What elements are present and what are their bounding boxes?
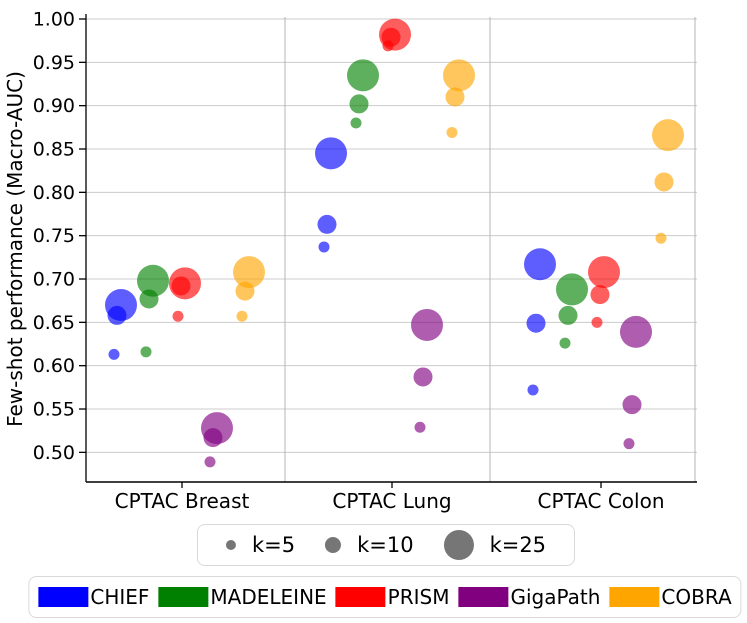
model-legend-label: CHIEF: [90, 585, 150, 609]
y-tick-label: 0.80: [33, 182, 75, 204]
model-legend-swatch-icon: [335, 587, 386, 607]
model-legend-label: COBRA: [661, 585, 732, 609]
model-legend-item: CHIEF: [38, 587, 149, 607]
y-tick-label: 0.95: [33, 52, 75, 74]
size-legend-item: k=25: [443, 530, 547, 560]
bubble-MADELEINE-k25: [137, 264, 169, 297]
bubble-MADELEINE-k5: [140, 346, 152, 358]
y-tick-label: 0.55: [33, 399, 75, 421]
bubble-COBRA-k5: [236, 310, 248, 322]
y-tick-label: 1.00: [33, 9, 75, 31]
bubble-CHIEF-k5: [108, 348, 120, 360]
size-legend-label: k=25: [489, 532, 547, 557]
bubble-GigaPath-k5: [414, 421, 426, 433]
x-tick-label: CPTAC Lung: [332, 489, 451, 513]
model-legend-swatch-icon: [458, 587, 509, 607]
bubble-COBRA-k25: [233, 256, 265, 289]
size-legend-item: k=10: [325, 532, 414, 557]
bubble-GigaPath-k25: [620, 315, 652, 348]
model-legend: CHIEF MADELEINE PRISM GigaPath COBRA: [28, 576, 742, 618]
bubble-PRISM-k5: [172, 310, 184, 322]
bubble-COBRA-k5: [655, 232, 667, 244]
model-legend-item: GigaPath: [458, 587, 600, 607]
bubble-COBRA-k10: [654, 172, 674, 192]
bubble-CHIEF-k25: [524, 248, 556, 281]
size-legend-dot-icon: [325, 537, 342, 553]
model-legend-swatch-icon: [38, 587, 89, 607]
y-tick-label: 0.85: [33, 139, 75, 161]
bubble-COBRA-k25: [652, 119, 684, 152]
bubble-COBRA-k25: [443, 59, 475, 92]
model-legend-item: PRISM: [335, 585, 450, 609]
size-legend-dot-icon: [443, 530, 474, 560]
scatter-plot: 0.50 0.55 0.60 0.65 0.70 0.75 0.80 0.85 0.90 0.95…: [3, 9, 697, 513]
bubble-CHIEF-k10: [107, 305, 127, 325]
bubble-GigaPath-k10: [622, 395, 642, 415]
bubble-GigaPath-k5: [204, 456, 216, 468]
bubble-MADELEINE-k25: [556, 273, 588, 306]
bubble-MADELEINE-k10: [349, 94, 369, 114]
bubble-PRISM-k10: [590, 285, 610, 305]
bubble-MADELEINE-k5: [350, 117, 362, 129]
bubble-PRISM-k5: [591, 316, 603, 328]
x-tick-label: CPTAC Colon: [537, 489, 664, 513]
y-tick-label: 0.50: [33, 442, 75, 464]
axes-layer: 0.50 0.55 0.60 0.65 0.70 0.75 0.80 0.85 0.90 0.95…: [33, 9, 697, 513]
model-legend-swatch-icon: [158, 587, 209, 607]
size-legend: k=5 k=10 k=25: [196, 524, 576, 566]
bubble-PRISM-k25: [588, 256, 620, 289]
model-legend-item: COBRA: [609, 585, 732, 609]
bubble-COBRA-k10: [235, 281, 255, 301]
bubble-GigaPath-k10: [203, 428, 223, 448]
bubble-MADELEINE-k10: [139, 289, 159, 309]
model-legend-label: MADELEINE: [210, 585, 327, 609]
bubble-PRISM-k5: [382, 40, 394, 52]
size-legend-dot-icon: [225, 540, 236, 550]
model-legend-swatch-icon: [609, 587, 660, 607]
bubble-CHIEF-k25: [315, 137, 347, 170]
bubble-COBRA-k10: [445, 87, 465, 107]
model-legend-label: PRISM: [387, 585, 450, 609]
bubble-MADELEINE-k25: [347, 59, 379, 92]
x-tick-label: CPTAC Breast: [115, 489, 250, 513]
y-tick-label: 0.90: [33, 95, 75, 117]
bubble-CHIEF-k10: [317, 214, 337, 234]
model-legend-item: MADELEINE: [158, 585, 327, 609]
size-legend-item: k=5: [225, 532, 296, 557]
y-tick-label: 0.65: [33, 312, 75, 334]
bubble-COBRA-k5: [446, 127, 458, 139]
bubble-GigaPath-k10: [413, 367, 433, 387]
bubble-GigaPath-k5: [623, 438, 635, 450]
bubble-CHIEF-k5: [527, 384, 539, 396]
y-tick-label: 0.75: [33, 225, 75, 247]
size-legend-label: k=10: [357, 532, 414, 557]
bubble-MADELEINE-k10: [558, 305, 578, 325]
bubble-MADELEINE-k5: [559, 337, 571, 349]
size-legend-label: k=5: [251, 532, 296, 557]
grid-layer: [86, 17, 697, 482]
model-legend-label: GigaPath: [510, 585, 601, 609]
y-axis-label: Few-shot performance (Macro-AUC): [3, 71, 27, 427]
y-tick-label: 0.70: [33, 269, 75, 291]
y-tick-label: 0.60: [33, 355, 75, 377]
bubble-CHIEF-k5: [318, 241, 330, 253]
bubble-CHIEF-k10: [526, 313, 546, 333]
bubble-GigaPath-k25: [411, 308, 443, 341]
bubble-PRISM-k10: [171, 276, 191, 296]
bubbles-layer: [105, 18, 684, 468]
